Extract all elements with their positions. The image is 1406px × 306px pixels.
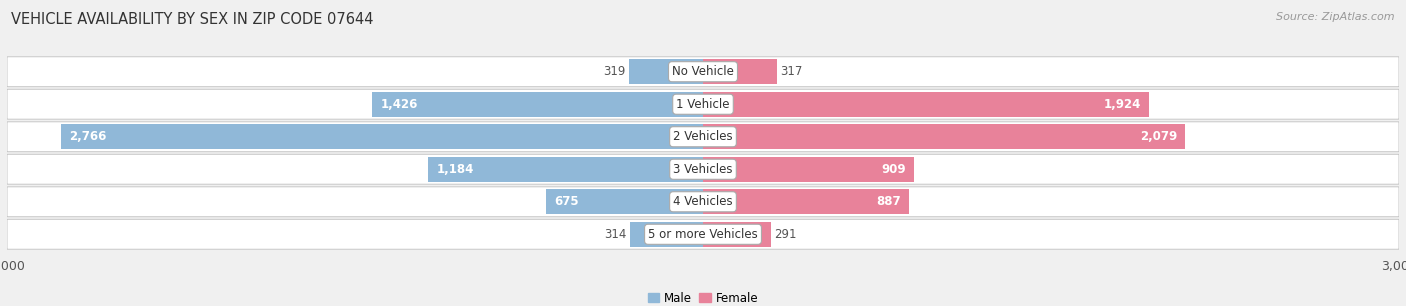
Bar — [373, 91, 703, 117]
FancyBboxPatch shape — [7, 219, 1399, 249]
Text: 317: 317 — [780, 65, 803, 78]
FancyBboxPatch shape — [7, 89, 1399, 119]
FancyBboxPatch shape — [7, 154, 1399, 184]
Bar — [628, 59, 703, 84]
Bar — [703, 157, 914, 182]
Bar — [703, 91, 1149, 117]
Bar — [547, 189, 703, 215]
Bar — [429, 157, 703, 182]
Text: 2,766: 2,766 — [69, 130, 107, 143]
FancyBboxPatch shape — [7, 122, 1399, 152]
Legend: Male, Female: Male, Female — [643, 287, 763, 306]
Bar — [703, 59, 776, 84]
FancyBboxPatch shape — [7, 187, 1399, 217]
Text: 675: 675 — [554, 195, 579, 208]
Text: 1 Vehicle: 1 Vehicle — [676, 98, 730, 111]
Bar — [703, 124, 1185, 149]
Text: 319: 319 — [603, 65, 626, 78]
Text: 1,426: 1,426 — [380, 98, 418, 111]
Text: 2,079: 2,079 — [1140, 130, 1177, 143]
Text: 5 or more Vehicles: 5 or more Vehicles — [648, 228, 758, 241]
FancyBboxPatch shape — [7, 57, 1399, 87]
Text: 1,924: 1,924 — [1104, 98, 1142, 111]
Text: VEHICLE AVAILABILITY BY SEX IN ZIP CODE 07644: VEHICLE AVAILABILITY BY SEX IN ZIP CODE … — [11, 12, 374, 27]
Text: 2 Vehicles: 2 Vehicles — [673, 130, 733, 143]
Text: 291: 291 — [773, 228, 796, 241]
Text: 3 Vehicles: 3 Vehicles — [673, 163, 733, 176]
Text: Source: ZipAtlas.com: Source: ZipAtlas.com — [1277, 12, 1395, 22]
Text: 909: 909 — [882, 163, 905, 176]
Bar — [630, 222, 703, 247]
Bar — [703, 222, 770, 247]
Text: 4 Vehicles: 4 Vehicles — [673, 195, 733, 208]
Bar — [62, 124, 703, 149]
Text: No Vehicle: No Vehicle — [672, 65, 734, 78]
Text: 314: 314 — [605, 228, 627, 241]
Text: 887: 887 — [876, 195, 901, 208]
Text: 1,184: 1,184 — [436, 163, 474, 176]
Bar — [703, 189, 908, 215]
